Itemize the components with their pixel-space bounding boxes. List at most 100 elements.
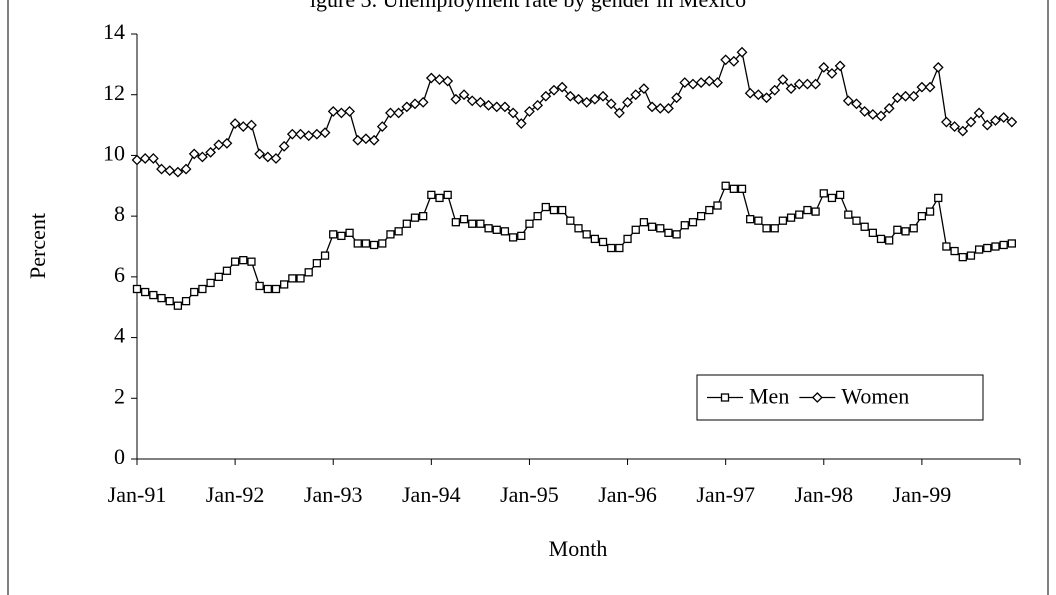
data-point xyxy=(352,134,364,146)
data-point xyxy=(319,127,331,139)
data-point xyxy=(394,227,403,236)
data-point xyxy=(459,215,469,224)
data-point xyxy=(401,101,413,113)
data-point xyxy=(574,224,583,233)
data-point xyxy=(687,78,699,90)
data-point xyxy=(589,93,601,105)
x-tick-label: Jan-91 xyxy=(108,482,167,507)
data-point xyxy=(631,225,640,234)
data-point xyxy=(360,133,372,145)
data-point xyxy=(656,224,665,233)
data-point xyxy=(999,240,1008,250)
data-point xyxy=(564,90,576,102)
data-point xyxy=(492,225,501,234)
chart-title: igure 3. Unemployment rate by gender in … xyxy=(310,0,746,12)
data-point xyxy=(793,78,805,90)
data-point xyxy=(180,163,192,175)
data-point xyxy=(934,193,943,203)
data-point xyxy=(311,128,323,140)
data-point xyxy=(515,118,527,129)
data-point xyxy=(149,290,158,300)
data-point xyxy=(639,218,649,227)
data-point xyxy=(744,87,756,99)
data-point xyxy=(834,60,846,72)
data-point xyxy=(867,109,879,120)
data-point xyxy=(296,274,305,283)
data-point xyxy=(344,105,355,117)
data-point xyxy=(376,121,388,133)
data-point xyxy=(517,231,526,241)
data-point xyxy=(385,107,396,119)
data-point xyxy=(288,274,297,283)
data-point xyxy=(826,68,838,79)
data-point xyxy=(247,257,256,266)
data-point xyxy=(916,81,928,93)
data-point xyxy=(802,78,813,90)
data-point xyxy=(188,148,200,160)
x-tick-label: Jan-97 xyxy=(696,482,755,507)
data-point xyxy=(712,77,723,88)
data-point xyxy=(156,163,167,175)
data-point xyxy=(672,230,681,239)
data-point xyxy=(533,211,542,221)
data-point xyxy=(688,218,698,227)
data-point xyxy=(695,77,707,88)
data-point xyxy=(917,211,927,221)
data-point xyxy=(622,96,633,108)
data-point xyxy=(435,193,444,203)
data-point xyxy=(950,246,959,256)
data-point xyxy=(386,230,395,239)
data-point xyxy=(1007,239,1016,248)
data-point xyxy=(443,190,452,200)
x-tick-label: Jan-93 xyxy=(304,482,363,507)
data-point xyxy=(271,284,281,294)
y-tick-label: 10 xyxy=(103,140,125,165)
data-point xyxy=(172,166,184,178)
data-point xyxy=(965,116,977,128)
data-point xyxy=(329,230,338,239)
y-tick-label: 12 xyxy=(103,80,125,105)
data-point xyxy=(205,146,217,158)
data-point xyxy=(442,75,454,87)
data-point xyxy=(598,237,608,247)
data-point xyxy=(940,116,952,128)
data-point xyxy=(605,98,617,110)
legend-label: Men xyxy=(749,384,789,409)
data-point xyxy=(835,190,845,200)
data-point xyxy=(754,216,763,225)
data-point xyxy=(819,189,828,198)
data-point xyxy=(361,239,371,248)
data-point xyxy=(974,245,984,254)
y-tick-label: 8 xyxy=(114,201,125,226)
legend-label: Women xyxy=(841,384,909,409)
data-point xyxy=(900,90,911,102)
data-point xyxy=(852,216,861,225)
data-point xyxy=(630,89,642,101)
data-point xyxy=(286,128,298,140)
data-point xyxy=(885,236,894,245)
data-point xyxy=(958,252,967,262)
data-point xyxy=(476,219,485,228)
data-point xyxy=(785,83,797,95)
data-point xyxy=(312,259,322,268)
data-point xyxy=(141,287,150,297)
data-point xyxy=(549,205,559,215)
data-point xyxy=(876,234,886,244)
data-point xyxy=(507,107,519,119)
data-point xyxy=(270,153,282,164)
data-point xyxy=(582,230,591,239)
data-point xyxy=(263,284,272,294)
data-point xyxy=(851,98,862,110)
data-point xyxy=(991,242,1000,251)
data-point xyxy=(901,227,910,236)
data-point xyxy=(541,202,550,212)
data-point xyxy=(147,153,159,164)
x-tick-label: Jan-94 xyxy=(402,482,461,507)
data-point xyxy=(164,165,176,177)
data-point xyxy=(736,46,748,58)
data-point xyxy=(810,78,822,90)
data-point xyxy=(540,90,552,102)
data-point xyxy=(942,242,951,251)
data-point xyxy=(908,90,920,102)
